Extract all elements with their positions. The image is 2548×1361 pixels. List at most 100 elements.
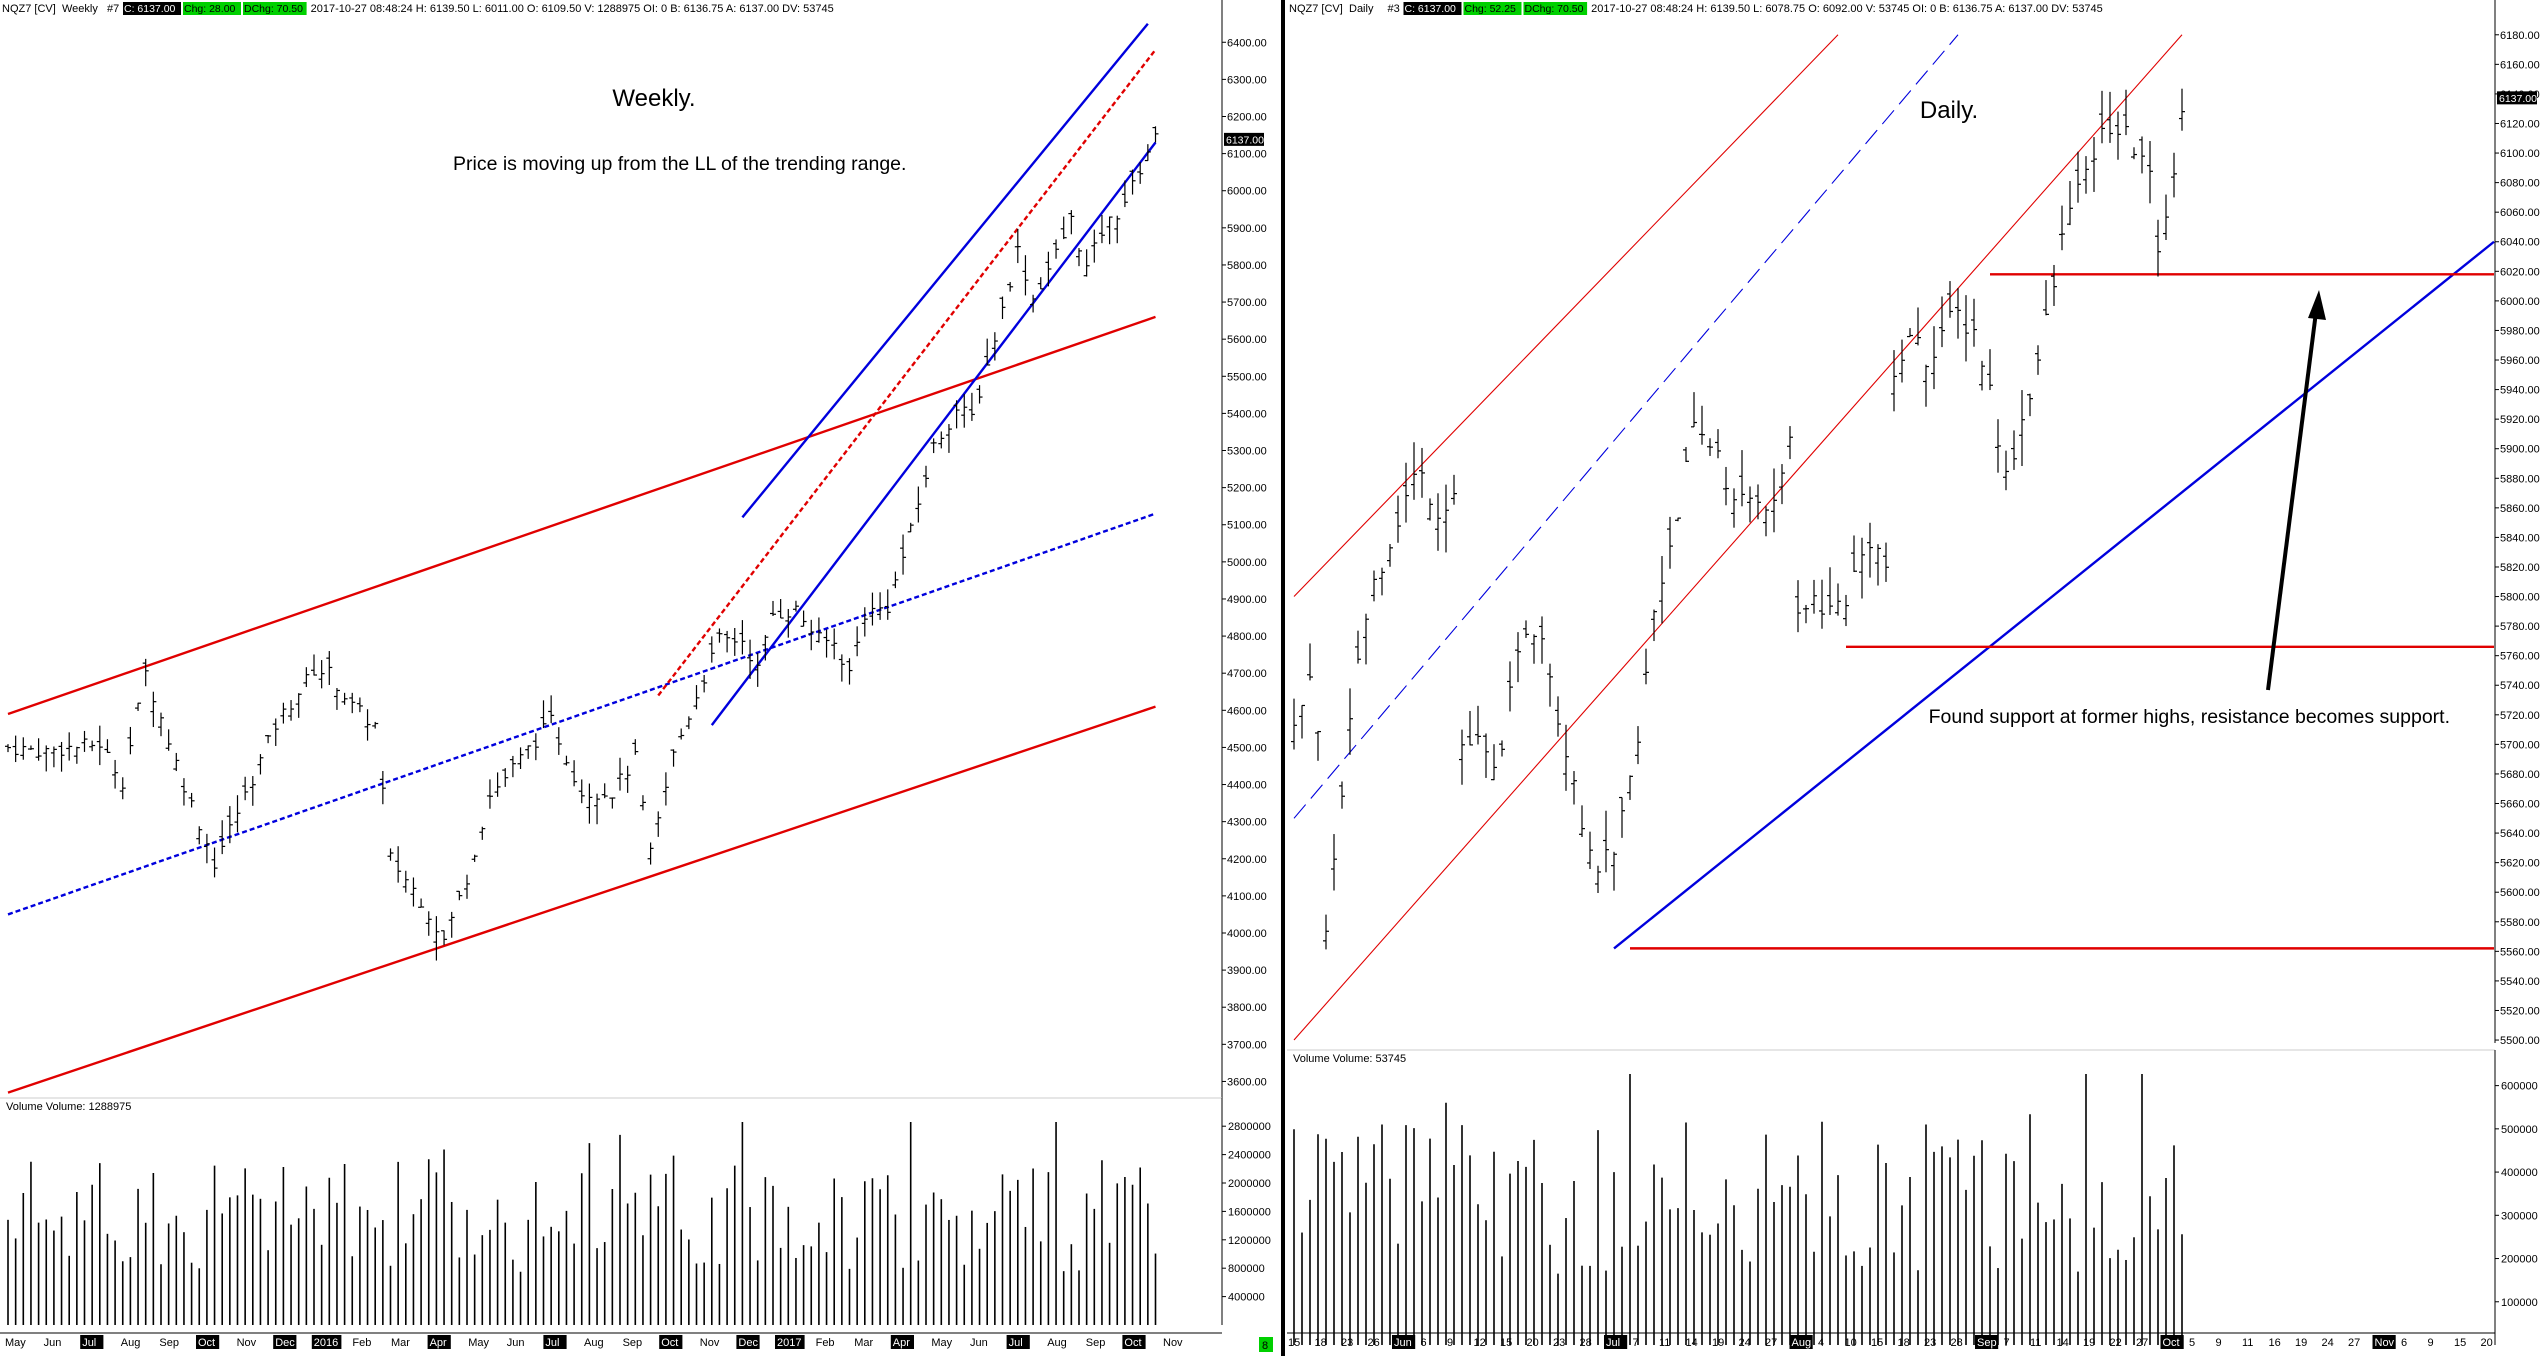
time-tick-label: 20: [1527, 1337, 1539, 1349]
header-tag-1: Chg: 52.25: [1465, 3, 1517, 15]
chart-study-id: #7: [107, 3, 119, 15]
price-tick-label: 4200.00: [1227, 854, 1267, 866]
time-tick-label: 7: [1633, 1337, 1639, 1349]
price-tick-label: 3600.00: [1227, 1076, 1267, 1088]
time-tick-label: 20: [2481, 1337, 2493, 1349]
price-tick-label: 5000.00: [1227, 557, 1267, 569]
header-tag-0: C: 6137.00: [1405, 3, 1457, 15]
time-tick-label: 2016: [314, 1337, 338, 1349]
annotation-arrow-head: [2308, 290, 2326, 320]
last-price-tag: 6137.00: [1226, 134, 1264, 146]
header-tag-bg: [123, 2, 181, 15]
volume-tick-label: 200000: [2501, 1254, 2538, 1266]
price-tick-label: 5840.00: [2500, 532, 2540, 544]
price-tick-label: 4600.00: [1227, 705, 1267, 717]
volume-tick-label: 100000: [2501, 1297, 2538, 1309]
volume-tick-label: 2000000: [1228, 1178, 1271, 1190]
trend-line-1: [7, 705, 1156, 1094]
time-tick-label: Sep: [159, 1337, 179, 1349]
price-tick-label: 4700.00: [1227, 668, 1267, 680]
volume-label: Volume Volume: 1288975: [6, 1101, 131, 1113]
price-tick-label: 5540.00: [2500, 976, 2540, 988]
price-tick-label: 6100.00: [1227, 149, 1267, 161]
price-tick-label: 5300.00: [1227, 446, 1267, 458]
price-tick-label: 5700.00: [2500, 739, 2540, 751]
volume-tick-label: 400000: [1228, 1292, 1265, 1304]
header-tag-bg: [183, 2, 241, 15]
time-tick-label: Jun: [970, 1337, 988, 1349]
price-tick-label: 5760.00: [2500, 651, 2540, 663]
time-tick-highlight: [1006, 1335, 1030, 1349]
trend-line-3: [1613, 240, 2495, 950]
volume-tick-label: 300000: [2501, 1210, 2538, 1222]
volume-tick-label: 600000: [2501, 1081, 2538, 1093]
corner-tag-bg: [1259, 1337, 1273, 1352]
time-tick-label: 9: [1447, 1337, 1453, 1349]
time-tick-label: Jul: [1009, 1337, 1023, 1349]
volume-tick-label: 400000: [2501, 1167, 2538, 1179]
time-tick-label: 5: [2189, 1337, 2195, 1349]
price-tick-label: 3900.00: [1227, 965, 1267, 977]
time-tick-label: 23: [1341, 1337, 1353, 1349]
time-tick-label: Nov: [1163, 1337, 1183, 1349]
time-tick-highlight: [196, 1335, 220, 1349]
trend-line-1: [1293, 34, 2183, 1041]
price-tick-label: 5620.00: [2500, 858, 2540, 870]
time-tick-label: 19: [2295, 1337, 2307, 1349]
price-tick-label: 5960.00: [2500, 355, 2540, 367]
price-tick-label: 5860.00: [2500, 503, 2540, 515]
trend-line-3: [657, 48, 1157, 697]
chart-interval: Daily: [1349, 3, 1374, 15]
time-tick-label: 4: [1818, 1337, 1824, 1349]
price-tick-label: 5600.00: [1227, 334, 1267, 346]
time-tick-label: Aug: [584, 1337, 604, 1349]
chart-study-id: #3: [1388, 3, 1400, 15]
price-tick-label: 4900.00: [1227, 594, 1267, 606]
time-tick-label: 15: [2454, 1337, 2466, 1349]
time-tick-label: 19: [1712, 1337, 1724, 1349]
price-tick-label: 5980.00: [2500, 325, 2540, 337]
annotation-title: Daily.: [1920, 97, 1978, 124]
time-tick-label: 15: [1500, 1337, 1512, 1349]
daily-chart: NQZ7 [CV] Daily #3 C: 6137.00 Chg: 52.25 DChg…: [1287, 0, 2540, 1349]
time-tick-highlight: [2372, 1335, 2396, 1349]
price-tick-label: 4000.00: [1227, 928, 1267, 940]
volume-tick-label: 1600000: [1228, 1206, 1271, 1218]
time-tick-label: May: [931, 1337, 952, 1349]
price-tick-label: 6180.00: [2500, 30, 2540, 42]
time-tick-label: Sep: [1977, 1337, 1997, 1349]
price-tick-label: 5500.00: [2500, 1035, 2540, 1047]
price-tick-label: 6300.00: [1227, 74, 1267, 86]
price-tick-label: 5580.00: [2500, 917, 2540, 929]
time-tick-label: Feb: [816, 1337, 835, 1349]
volume-tick-label: 2800000: [1228, 1121, 1271, 1133]
price-tick-label: 5740.00: [2500, 680, 2540, 692]
header-tag-bg: [1403, 2, 1462, 15]
time-tick-label: Jul: [1606, 1337, 1620, 1349]
price-tick-label: 5680.00: [2500, 769, 2540, 781]
price-tick-label: 5920.00: [2500, 414, 2540, 426]
chart-symbol: NQZ7 [CV]: [2, 3, 56, 15]
panel-divider[interactable]: [1281, 0, 1285, 1356]
trend-line-5: [710, 141, 1157, 726]
time-tick-label: Apr: [893, 1337, 910, 1349]
price-tick-label: 6200.00: [1227, 111, 1267, 123]
time-tick-label: Aug: [1792, 1337, 1812, 1349]
time-tick-highlight: [311, 1335, 342, 1349]
time-tick-label: Sep: [623, 1337, 643, 1349]
time-tick-highlight: [1604, 1335, 1628, 1349]
header-tag-bg: [1463, 2, 1522, 15]
price-tick-label: 5880.00: [2500, 473, 2540, 485]
time-tick-label: Nov: [700, 1337, 720, 1349]
corner-tag: 8: [1262, 1340, 1268, 1352]
time-tick-label: 24: [1739, 1337, 1751, 1349]
time-tick-highlight: [543, 1335, 567, 1349]
price-tick-label: 5800.00: [1227, 260, 1267, 272]
price-tick-label: 5900.00: [1227, 223, 1267, 235]
volume-tick-label: 1200000: [1228, 1235, 1271, 1247]
price-tick-label: 5940.00: [2500, 385, 2540, 397]
time-tick-label: 28: [1951, 1337, 1963, 1349]
price-tick-label: 5660.00: [2500, 799, 2540, 811]
time-tick-label: May: [5, 1337, 26, 1349]
